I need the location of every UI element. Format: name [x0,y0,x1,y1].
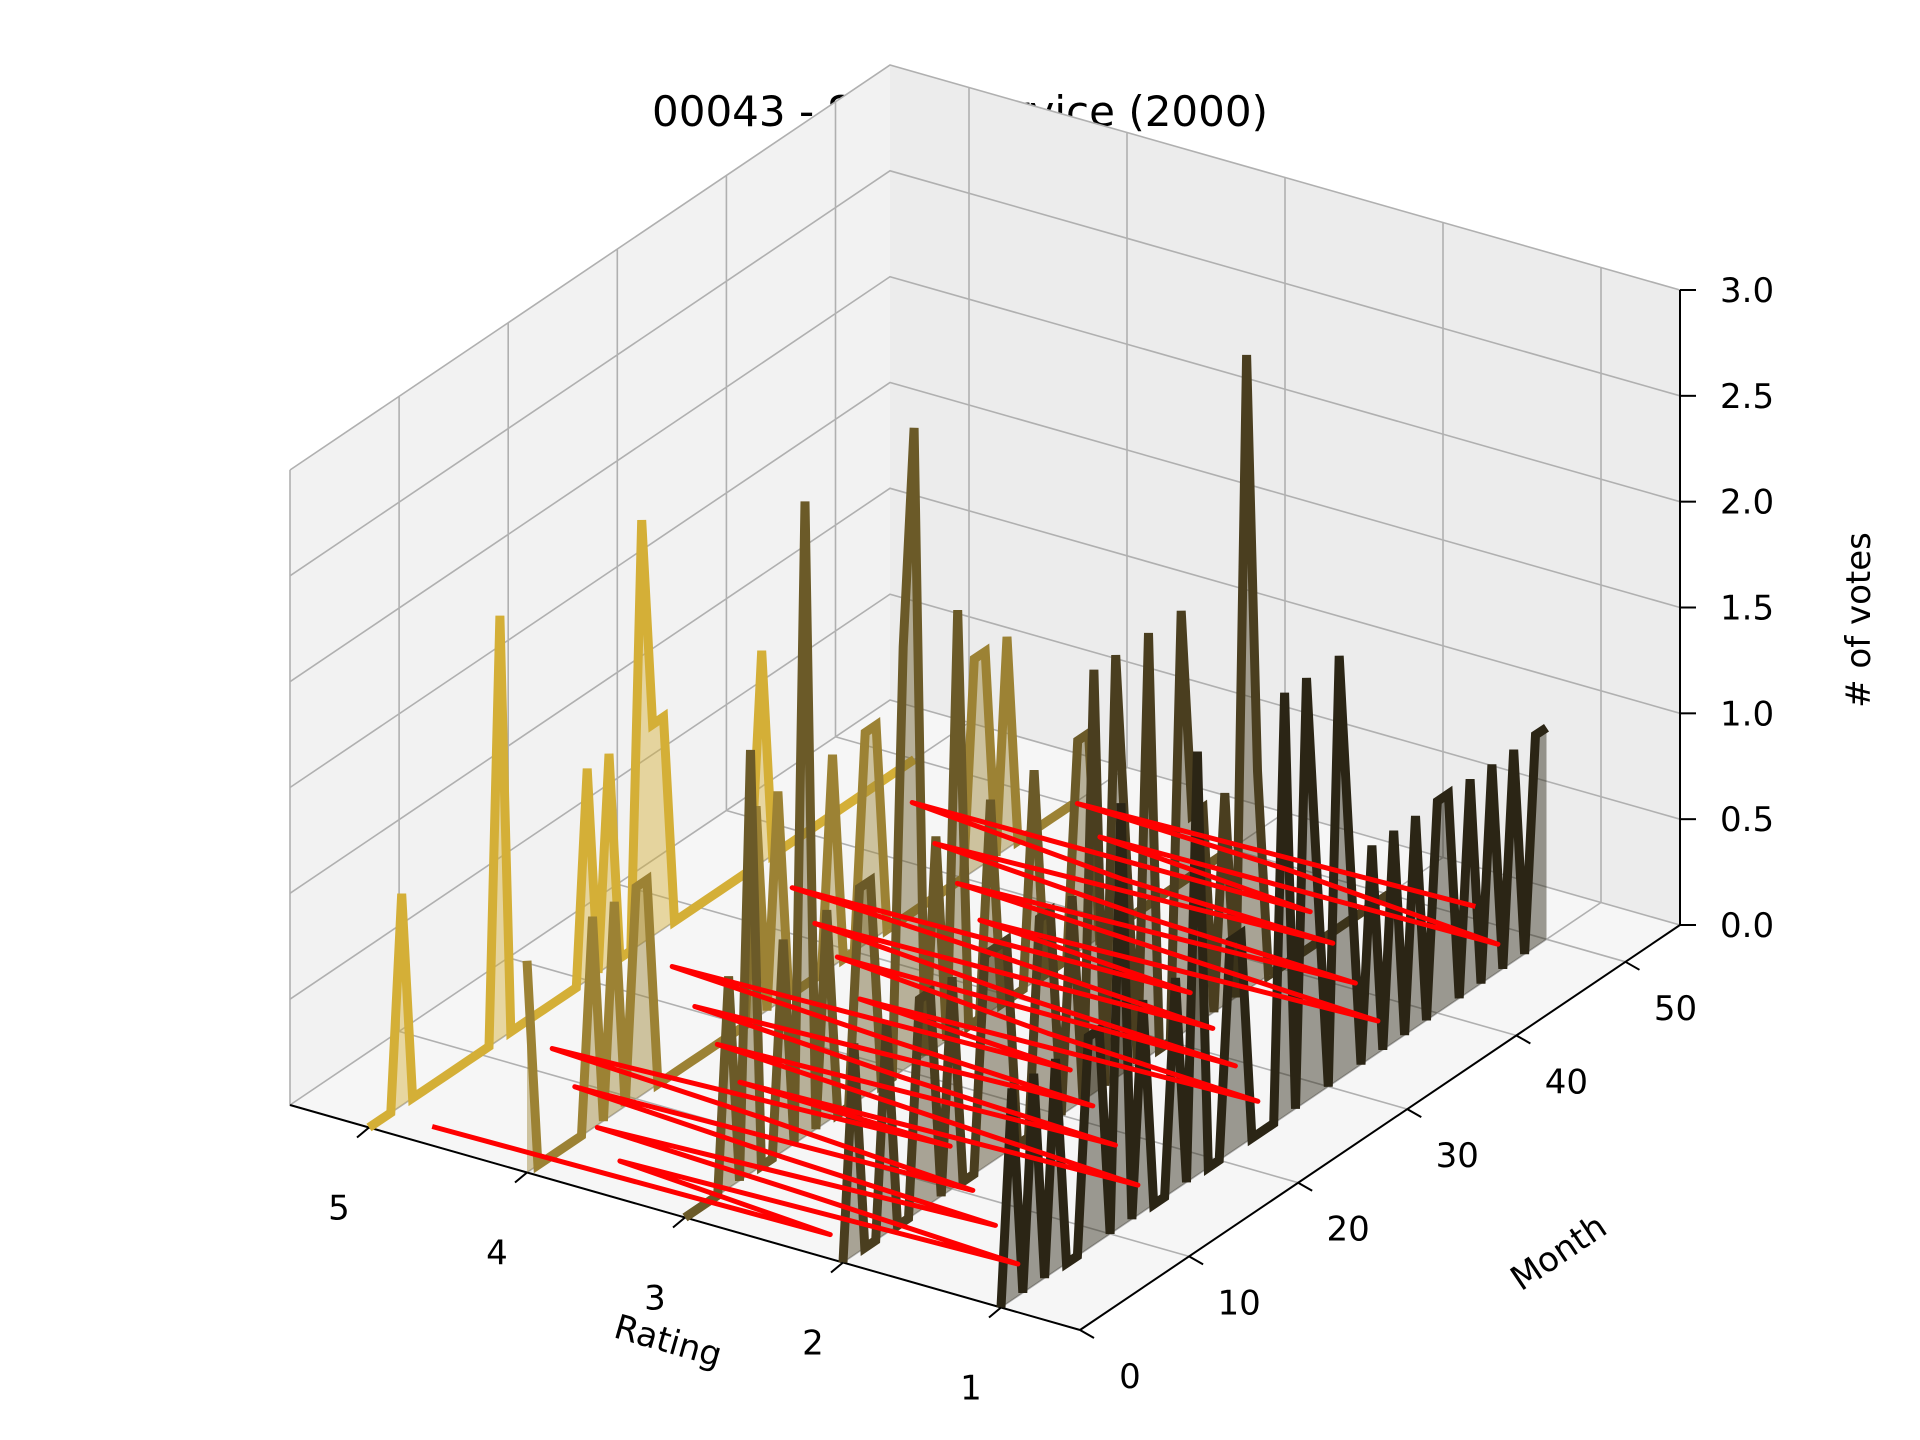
y-tick-mark [1515,1034,1531,1045]
x-tick-mark [514,1171,528,1184]
x-tick-mark [672,1216,686,1229]
x-tick-label: 1 [960,1369,982,1409]
grid-line-votes [289,275,1681,683]
y-tick-mark [1297,1181,1313,1192]
mean-rating-trend-line [431,800,1501,1267]
series-group [366,354,1549,1308]
y-tick-label: 20 [1327,1210,1370,1250]
z-tick-label: 1.5 [1720,589,1774,629]
y-axis-line [1079,924,1681,1331]
z-axis-label: # of votes [1839,532,1879,708]
z-tick-label: 3.0 [1720,271,1774,311]
y-tick-label: 40 [1545,1062,1588,1102]
y-tick-label: 0 [1119,1357,1141,1397]
y-tick-mark [1406,1108,1422,1118]
y-tick-mark [1624,960,1640,971]
x-tick-label: 4 [486,1234,508,1274]
y-tick-mark [1079,1329,1095,1339]
x-axis-label: Rating [610,1307,726,1376]
z-tick-label: 2.5 [1720,377,1774,417]
y-tick-label: 50 [1654,989,1697,1029]
series-line-rating-5 [366,519,918,1132]
grid-line-votes [289,64,1681,471]
x-tick-mark [356,1126,370,1139]
trend-lines [431,800,1501,1267]
grid-line-votes [289,381,1681,789]
z-tick-label: 1.0 [1720,694,1774,734]
y-tick-label: 30 [1436,1136,1479,1176]
grid-line-votes [289,487,1681,894]
x-tick-label: 3 [644,1279,666,1319]
z-tick-label: 0.5 [1720,800,1774,840]
z-tick-label: 2.0 [1720,483,1774,523]
x-tick-mark [988,1306,1002,1319]
y-tick-mark [1188,1255,1204,1266]
grid-line-votes [289,169,1681,577]
y-axis-label: Month [1503,1207,1614,1300]
x-tick-mark [830,1261,844,1274]
x-tick-label: 5 [328,1189,350,1229]
z-tick-label: 0.0 [1720,906,1774,946]
y-tick-label: 10 [1217,1283,1260,1323]
x-tick-label: 2 [802,1324,824,1364]
